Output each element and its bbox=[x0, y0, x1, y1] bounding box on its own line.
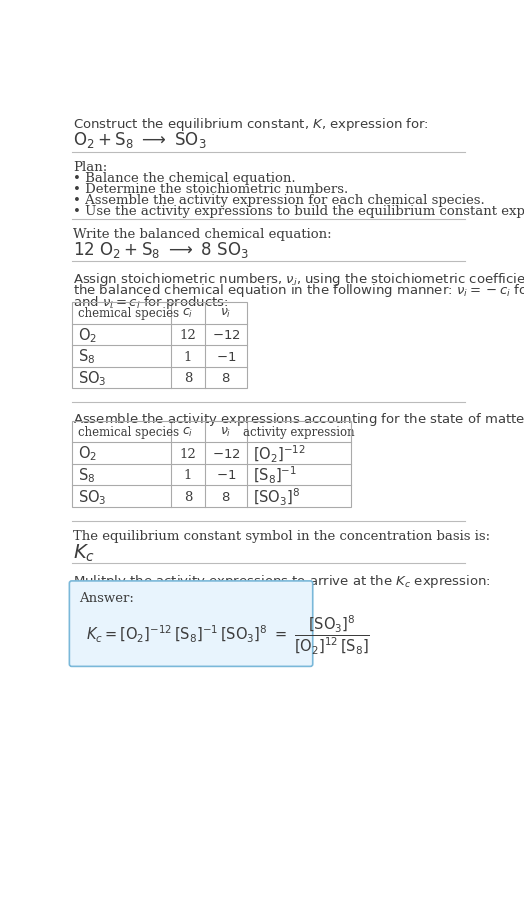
Text: the balanced chemical equation in the following manner: $\nu_i = -c_i$ for react: the balanced chemical equation in the fo… bbox=[73, 282, 524, 299]
Text: $-1$: $-1$ bbox=[216, 350, 236, 364]
Text: 8: 8 bbox=[184, 372, 192, 385]
Text: 12: 12 bbox=[180, 447, 196, 460]
Text: $\mathrm{S_8}$: $\mathrm{S_8}$ bbox=[78, 347, 95, 366]
Text: $[\mathrm{O_2}]^{-12}$: $[\mathrm{O_2}]^{-12}$ bbox=[253, 443, 305, 465]
Text: Write the balanced chemical equation:: Write the balanced chemical equation: bbox=[73, 227, 332, 241]
Bar bbox=[72, 421, 351, 508]
Text: Construct the equilibrium constant, $K$, expression for:: Construct the equilibrium constant, $K$,… bbox=[73, 116, 429, 133]
Text: chemical species: chemical species bbox=[78, 426, 179, 438]
Text: • Balance the chemical equation.: • Balance the chemical equation. bbox=[73, 172, 296, 185]
Text: $-12$: $-12$ bbox=[212, 447, 240, 460]
Text: 1: 1 bbox=[184, 350, 192, 364]
Text: • Assemble the activity expression for each chemical species.: • Assemble the activity expression for e… bbox=[73, 194, 485, 207]
Text: $\nu_i$: $\nu_i$ bbox=[220, 426, 232, 438]
Text: $\mathrm{12\ O_2 + S_8\ \longrightarrow\ 8\ SO_3}$: $\mathrm{12\ O_2 + S_8\ \longrightarrow\… bbox=[73, 240, 249, 260]
Text: 8: 8 bbox=[184, 490, 192, 503]
Text: $c_i$: $c_i$ bbox=[182, 307, 193, 320]
Text: $K_c = [\mathrm{O_2}]^{-12}\,[\mathrm{S_8}]^{-1}\,[\mathrm{SO_3}]^{8}\ =\ \dfrac: $K_c = [\mathrm{O_2}]^{-12}\,[\mathrm{S_… bbox=[85, 612, 369, 656]
Text: $\mathrm{SO_3}$: $\mathrm{SO_3}$ bbox=[78, 369, 106, 388]
Bar bbox=[72, 303, 247, 389]
Text: $8$: $8$ bbox=[221, 490, 231, 503]
Text: $\mathrm{S_8}$: $\mathrm{S_8}$ bbox=[78, 465, 95, 484]
Text: $[\mathrm{SO_3}]^{8}$: $[\mathrm{SO_3}]^{8}$ bbox=[253, 486, 300, 507]
FancyBboxPatch shape bbox=[69, 581, 313, 667]
Text: $\mathrm{O_2}$: $\mathrm{O_2}$ bbox=[78, 326, 97, 345]
Text: $\nu_i$: $\nu_i$ bbox=[220, 307, 232, 320]
Text: Assign stoichiometric numbers, $\nu_i$, using the stoichiometric coefficients, $: Assign stoichiometric numbers, $\nu_i$, … bbox=[73, 271, 524, 288]
Text: Assemble the activity expressions accounting for the state of matter and $\nu_i$: Assemble the activity expressions accoun… bbox=[73, 410, 524, 428]
Text: • Determine the stoichiometric numbers.: • Determine the stoichiometric numbers. bbox=[73, 183, 348, 196]
Text: $-12$: $-12$ bbox=[212, 328, 240, 342]
Text: Mulitply the activity expressions to arrive at the $K_c$ expression:: Mulitply the activity expressions to arr… bbox=[73, 573, 491, 590]
Text: Answer:: Answer: bbox=[80, 592, 134, 604]
Text: $c_i$: $c_i$ bbox=[182, 426, 193, 438]
Text: 1: 1 bbox=[184, 469, 192, 482]
Text: and $\nu_i = c_i$ for products:: and $\nu_i = c_i$ for products: bbox=[73, 294, 229, 310]
Text: $[\mathrm{S_8}]^{-1}$: $[\mathrm{S_8}]^{-1}$ bbox=[253, 465, 297, 485]
Text: $8$: $8$ bbox=[221, 372, 231, 385]
Text: $-1$: $-1$ bbox=[216, 469, 236, 482]
Text: $\mathrm{O_2}$: $\mathrm{O_2}$ bbox=[78, 445, 97, 463]
Text: The equilibrium constant symbol in the concentration basis is:: The equilibrium constant symbol in the c… bbox=[73, 529, 490, 542]
Text: activity expression: activity expression bbox=[243, 426, 355, 438]
Text: Plan:: Plan: bbox=[73, 161, 107, 173]
Text: $\mathrm{SO_3}$: $\mathrm{SO_3}$ bbox=[78, 487, 106, 506]
Text: chemical species: chemical species bbox=[78, 307, 179, 320]
Text: • Use the activity expressions to build the equilibrium constant expression.: • Use the activity expressions to build … bbox=[73, 205, 524, 217]
Text: $\mathrm{O_2 + S_8\ \longrightarrow\ SO_3}$: $\mathrm{O_2 + S_8\ \longrightarrow\ SO_… bbox=[73, 130, 207, 150]
Text: $K_c$: $K_c$ bbox=[73, 542, 95, 564]
Text: 12: 12 bbox=[180, 328, 196, 342]
